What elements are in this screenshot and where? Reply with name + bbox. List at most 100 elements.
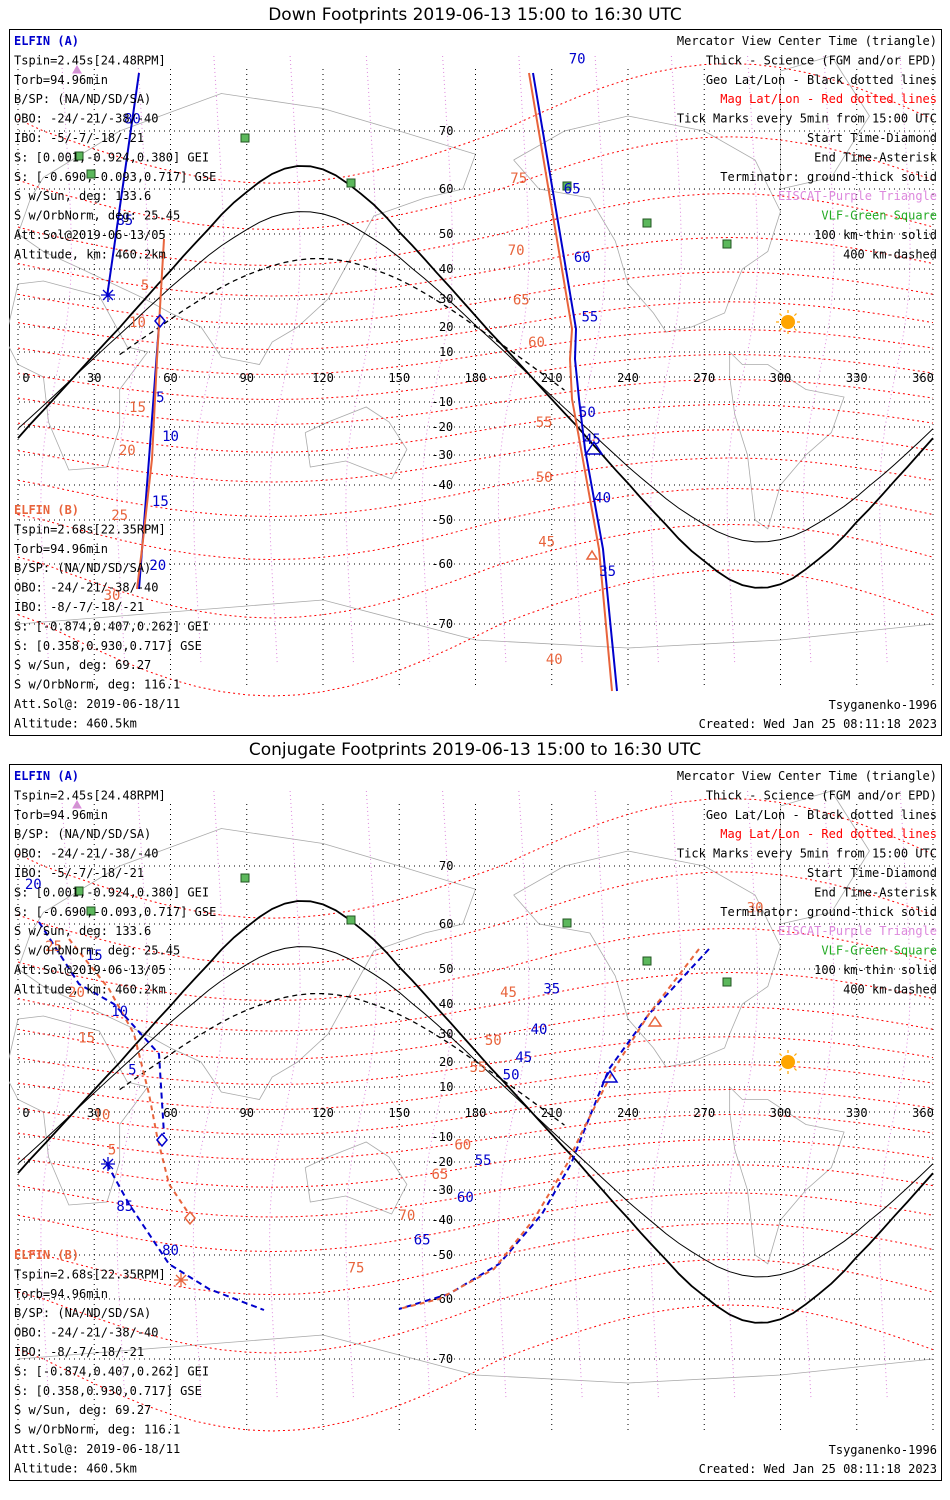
- elfin-a-tick-label: 85: [116, 213, 133, 229]
- lon-tick-240: 240: [617, 371, 639, 385]
- elfin-a-info-line: S: [-0.690,-0.093,0.717] GSE: [14, 905, 216, 919]
- vlf-green-square: [722, 239, 732, 249]
- mag-parallel: [17, 1258, 934, 1354]
- mag-parallel: [17, 1113, 934, 1161]
- lon-tick-270: 270: [693, 371, 715, 385]
- mag-parallel: [17, 971, 934, 1032]
- elfin-a-tick-label: 15: [152, 494, 169, 510]
- mag-grid: [17, 797, 934, 1432]
- terminator-400km: [119, 992, 565, 1126]
- legend-line: VLF-Green Square: [821, 209, 937, 223]
- legend-line: 400 km-dashed: [843, 247, 937, 261]
- elfin-b-tick-label: 50: [536, 470, 553, 486]
- mag-meridian: [192, 55, 225, 665]
- elfin-a-track-east: [532, 72, 618, 692]
- lon-tick-120: 120: [312, 1106, 334, 1120]
- down-title: Down Footprints 2019-06-13 15:00 to 16:3…: [268, 5, 682, 25]
- lat-tick--10: -10: [431, 1130, 453, 1144]
- elfin-a-info-line: S w/OrbNorm, deg: 25.45: [14, 209, 180, 223]
- lat-tick--20: -20: [431, 1155, 453, 1169]
- mag-meridian: [574, 55, 606, 665]
- legend-line: 400 km-dashed: [843, 982, 937, 996]
- lat-tick-50: 50: [439, 962, 453, 976]
- elfin-a-track-west: [38, 921, 165, 1135]
- elfin-a-info-line: S: [-0.690,-0.093,0.717] GSE: [14, 170, 216, 184]
- elfin-b-tick-label: 70: [398, 1208, 415, 1224]
- elfin-b-info-line: Altitude: 460.5km: [14, 716, 137, 730]
- elfin-a-track-east: [398, 948, 710, 1310]
- legend-line: Start Time-Diamond: [807, 866, 937, 880]
- terminator-100km: [17, 946, 934, 1278]
- lat-tick--40: -40: [431, 1213, 453, 1227]
- lon-tick-150: 150: [388, 371, 410, 385]
- sun-rays: [776, 310, 800, 334]
- sun-ray: [779, 327, 783, 331]
- legend-line: EISCAT-Purple Triangle: [778, 924, 937, 938]
- vlf-green-square: [722, 977, 732, 987]
- elfin-b-info-line: Att.Sol@: 2019-06-18/11: [14, 1442, 180, 1456]
- mag-parallel: [17, 378, 934, 426]
- conjugate-footprints-map: 0 30 60 90 120 150 180 210 240 270 300 330 360 70 60 50…: [9, 764, 942, 1481]
- elfin-a-tick-label: 45: [584, 432, 601, 448]
- elfin-b-tick-label: 15: [78, 1030, 95, 1046]
- legend-line: Terminator: ground-thick solid: [720, 170, 937, 184]
- lat-tick-20: 20: [439, 320, 453, 334]
- vlf-green-square: [642, 218, 652, 228]
- elfin-a-tick-label: 60: [574, 250, 591, 266]
- lon-tick-360: 360: [912, 371, 934, 385]
- elfin-b-tick-label: 40: [546, 652, 563, 668]
- coastline-4: [729, 1086, 845, 1265]
- elfin-b-info-line: S: [0.358,0.930,0.717] GSE: [14, 639, 202, 653]
- mag-meridian: [345, 790, 377, 1400]
- elfin-b-tick-label: 60: [454, 1138, 471, 1154]
- lon-tick-300: 300: [770, 371, 792, 385]
- lon-tick-0: 0: [22, 371, 29, 385]
- eiscat-triangle: [72, 799, 82, 809]
- elfin-a-track-north: [106, 72, 140, 298]
- coastline-5: [780, 790, 870, 925]
- mag-meridian: [345, 55, 377, 665]
- end-asterisk-a: [101, 1157, 115, 1171]
- lon-tick-180: 180: [465, 1106, 487, 1120]
- start-diamond-a: [154, 313, 166, 329]
- sun-icon: [781, 1055, 795, 1069]
- coastline-3: [513, 850, 781, 1068]
- mag-parallel: [17, 1164, 934, 1218]
- elfin-a-info-line: Tspin=2.45s[24.48RPM]: [14, 53, 166, 67]
- end-asterisk-a: [101, 288, 115, 302]
- mag-meridians: [40, 790, 911, 1400]
- vlf-green-square: [562, 918, 572, 928]
- legend-line: Tick Marks every 5min from 15:00 UTC: [677, 112, 937, 126]
- elfin-a-info-line: B/SP: (NA/ND/SD/SA): [14, 827, 151, 841]
- start-diamond-b: [184, 1210, 196, 1226]
- lat-tick-70: 70: [439, 124, 453, 138]
- vlf-green-square: [86, 169, 96, 179]
- lat-tick--70: -70: [431, 617, 453, 631]
- lat-tick--50: -50: [431, 513, 453, 527]
- elfin-b-info-line: Torb=94.96min: [14, 1287, 108, 1301]
- terminator-ground: [17, 900, 934, 1324]
- created-timestamp: Created: Wed Jan 25 08:11:18 2023: [699, 717, 937, 731]
- vlf-green-square: [346, 915, 356, 925]
- map-frame: [9, 29, 942, 736]
- elfin-a-info-line: Tspin=2.45s[24.48RPM]: [14, 788, 166, 802]
- mag-parallel: [17, 1006, 934, 1060]
- legend-line: EISCAT-Purple Triangle: [778, 189, 937, 203]
- elfin-b-info-line: B/SP: (NA/ND/SD/SA): [14, 561, 151, 575]
- elfin-b-tick-label: 30: [747, 900, 764, 916]
- lon-tick-90: 90: [240, 371, 254, 385]
- coastline-1: [9, 1015, 149, 1206]
- mag-meridian: [726, 55, 759, 665]
- mag-meridian: [421, 790, 454, 1400]
- elfin-a-tick-label: 40: [594, 491, 611, 507]
- mag-grid: [17, 62, 934, 697]
- mag-parallel: [17, 927, 934, 1002]
- elfin-b-tick-label: 55: [536, 415, 553, 431]
- coastline-0: [17, 93, 477, 365]
- coastline-4: [729, 351, 845, 530]
- view-center-triangle-a: [584, 440, 604, 455]
- mag-meridian: [650, 790, 682, 1400]
- lon-tick-180: 180: [465, 371, 487, 385]
- mag-parallel: [17, 1192, 934, 1253]
- elfin-a-tick-label: 55: [581, 309, 598, 325]
